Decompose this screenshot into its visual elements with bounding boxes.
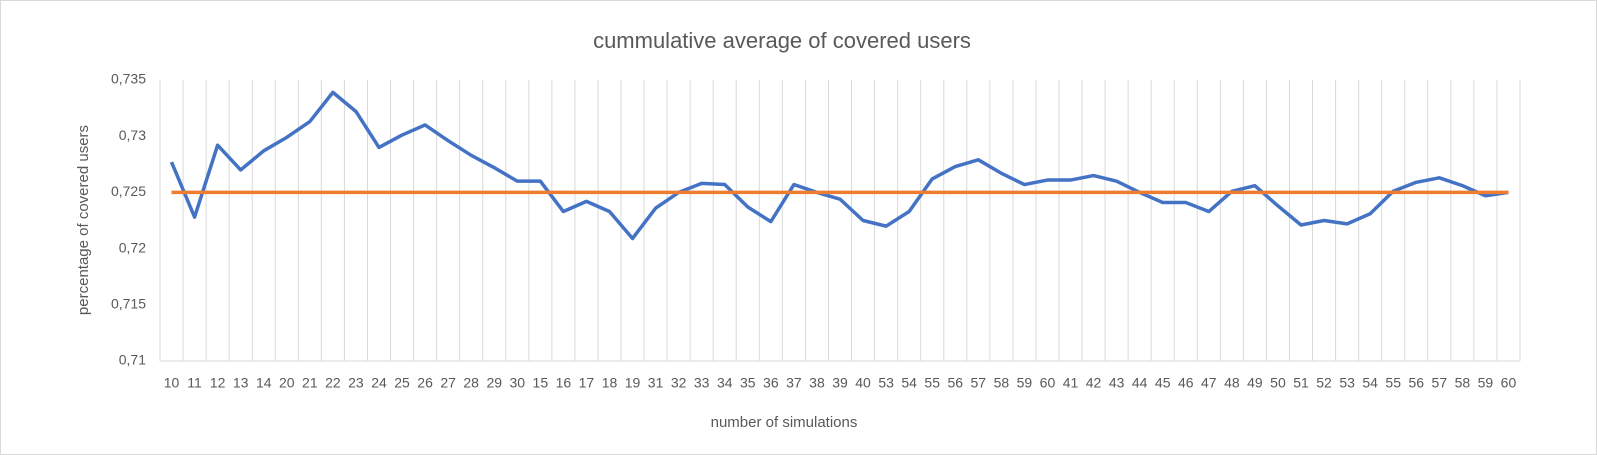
x-tick-label: 51 — [1293, 375, 1309, 391]
data-line — [169, 90, 1509, 241]
x-tick-label: 50 — [1270, 375, 1286, 391]
x-tick-label: 57 — [971, 375, 987, 391]
x-tick-label: 53 — [1339, 375, 1355, 391]
x-tick-label: 55 — [1385, 375, 1401, 391]
x-tick-label: 60 — [1501, 375, 1517, 391]
x-tick-label: 38 — [809, 375, 825, 391]
x-tick-label: 20 — [279, 375, 295, 391]
x-tick-label: 32 — [671, 375, 687, 391]
x-tick-label: 43 — [1109, 375, 1125, 391]
x-tick-label: 18 — [602, 375, 618, 391]
x-tick-label: 36 — [763, 375, 779, 391]
x-tick-label: 19 — [625, 375, 641, 391]
x-tick-label: 16 — [556, 375, 572, 391]
x-tick-label: 23 — [348, 375, 364, 391]
x-tick-label: 59 — [1017, 375, 1033, 391]
x-tick-label: 22 — [325, 375, 341, 391]
x-tick-label: 57 — [1432, 375, 1448, 391]
x-tick-label: 59 — [1478, 375, 1494, 391]
x-tick-label: 13 — [233, 375, 249, 391]
x-tick-label: 35 — [740, 375, 756, 391]
y-tick-label: 0,73 — [119, 127, 146, 143]
x-tick-label: 49 — [1247, 375, 1263, 391]
x-tick-label: 34 — [717, 375, 733, 391]
x-tick-label: 11 — [187, 375, 202, 391]
y-tick-label: 0,735 — [111, 71, 146, 87]
x-tick-label: 10 — [164, 375, 180, 391]
x-tick-label: 56 — [1408, 375, 1424, 391]
x-tick-label: 40 — [855, 375, 871, 391]
y-axis-label: percentage of covered users — [75, 125, 92, 315]
x-tick-label: 30 — [509, 375, 525, 391]
x-tick-label: 12 — [210, 375, 226, 391]
x-tick-label: 45 — [1155, 375, 1171, 391]
x-tick-label: 39 — [832, 375, 848, 391]
x-tick-label: 15 — [533, 375, 549, 391]
x-tick-label: 48 — [1224, 375, 1240, 391]
x-axis-label: number of simulations — [711, 414, 858, 431]
y-tick-label: 0,725 — [111, 183, 146, 199]
x-tick-label: 14 — [256, 375, 272, 391]
x-tick-label: 58 — [994, 375, 1010, 391]
x-tick-label: 53 — [878, 375, 894, 391]
x-tick-label: 46 — [1178, 375, 1194, 391]
y-tick-label: 0,72 — [119, 239, 146, 255]
x-tick-label: 28 — [463, 375, 479, 391]
x-tick-label: 58 — [1455, 375, 1471, 391]
x-tick-label: 33 — [694, 375, 710, 391]
x-tick-label: 60 — [1040, 375, 1056, 391]
x-tick-label: 47 — [1201, 375, 1217, 391]
x-tick-label: 31 — [648, 375, 664, 391]
x-tick-label: 41 — [1063, 375, 1079, 391]
y-tick-label: 0,715 — [111, 296, 146, 312]
x-tick-label: 25 — [394, 375, 410, 391]
x-tick-label: 55 — [924, 375, 940, 391]
x-tick-label: 42 — [1086, 375, 1102, 391]
x-tick-label: 27 — [440, 375, 456, 391]
x-tick-label: 24 — [371, 375, 387, 391]
x-tick-label: 37 — [786, 375, 802, 391]
x-tick-label: 52 — [1316, 375, 1332, 391]
x-tick-label: 56 — [947, 375, 963, 391]
y-tick-label: 0,71 — [119, 352, 146, 368]
x-tick-label: 54 — [901, 375, 917, 391]
x-tick-label: 44 — [1132, 375, 1148, 391]
x-tick-label: 21 — [302, 375, 318, 391]
x-tick-label: 54 — [1362, 375, 1378, 391]
x-tick-label: 26 — [417, 375, 433, 391]
x-tick-label: 29 — [486, 375, 502, 391]
x-tick-label: 17 — [579, 375, 595, 391]
chart-title: cummulative average of covered users — [593, 28, 971, 53]
